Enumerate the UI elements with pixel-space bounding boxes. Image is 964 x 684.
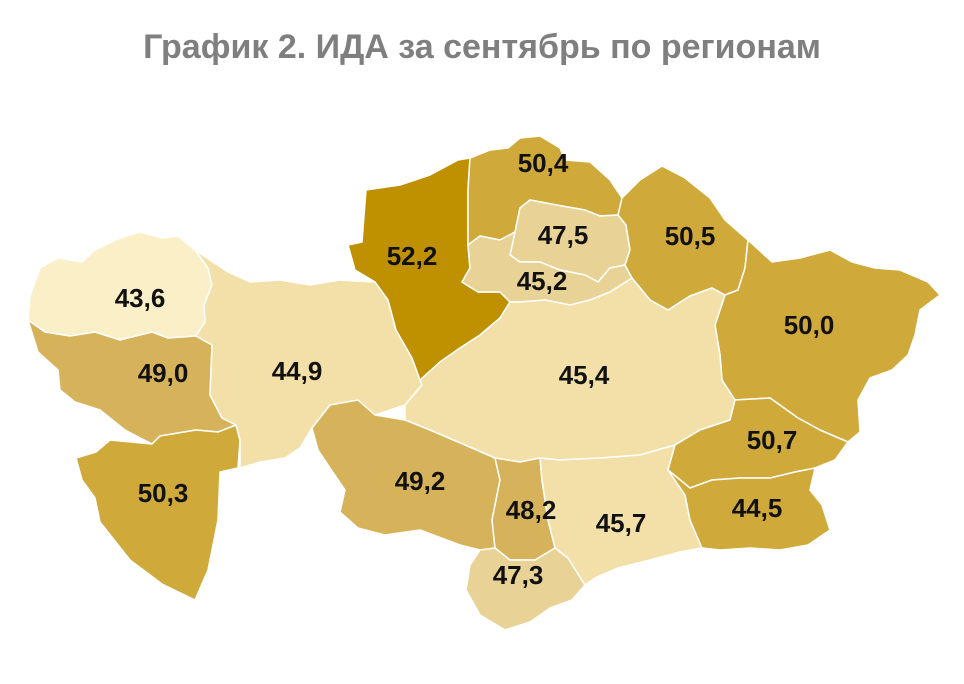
region-value-label: 47,5	[538, 220, 589, 250]
region-value-label: 45,7	[596, 508, 647, 538]
region-value-label: 50,7	[747, 425, 798, 455]
region-mangystau[interactable]	[75, 424, 241, 601]
region-value-label: 49,0	[138, 358, 189, 388]
region-value-label: 44,5	[732, 493, 783, 523]
region-value-label: 44,9	[272, 356, 323, 386]
region-aktobe[interactable]	[194, 249, 423, 469]
region-value-label: 45,2	[517, 266, 568, 296]
region-almaty[interactable]	[667, 467, 831, 551]
region-value-label: 50,5	[665, 221, 716, 251]
region-value-label: 45,4	[559, 360, 610, 390]
region-value-label: 50,4	[518, 148, 569, 178]
region-value-label: 52,2	[387, 241, 438, 271]
region-value-label: 43,6	[115, 283, 166, 313]
region-value-label: 50,3	[138, 478, 189, 508]
region-value-label: 49,2	[395, 466, 446, 496]
region-south[interactable]	[465, 547, 586, 631]
region-value-label: 48,2	[506, 495, 557, 525]
region-value-label: 47,3	[493, 560, 544, 590]
map-title: График 2. ИДА за сентябрь по регионам	[143, 28, 821, 66]
region-zhambyl[interactable]	[539, 444, 703, 586]
region-value-label: 50,0	[784, 310, 835, 340]
